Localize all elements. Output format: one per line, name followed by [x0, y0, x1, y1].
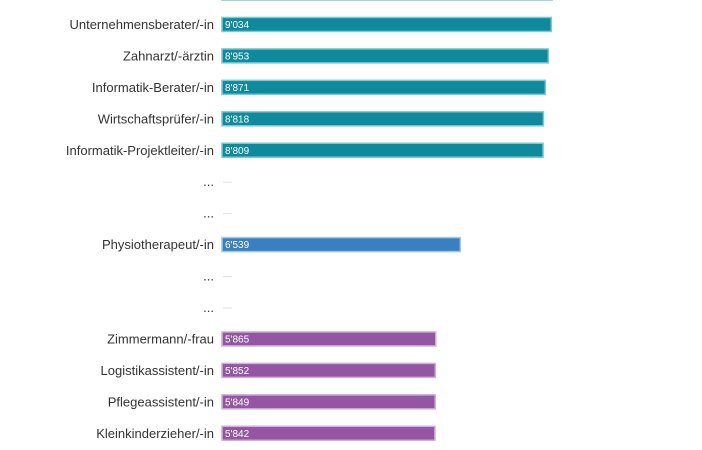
bar: [221, 362, 437, 379]
ellipsis-label: ...: [203, 300, 214, 315]
ellipsis-label: ...: [203, 174, 214, 189]
category-label: Kleinkinderzieher/-in: [96, 426, 214, 441]
category-label: Informatik-Berater/-in: [92, 80, 214, 95]
ellipsis-label: ...: [203, 206, 214, 221]
bar-value-label: 5'849: [225, 397, 250, 408]
category-label: Wirtschaftsprüfer/-in: [98, 111, 214, 126]
category-label: Logistikassistent/-in: [101, 363, 214, 378]
bar: [221, 48, 550, 64]
labels-layer: Unternehmensberater/-in 9'034 Zahnarzt/-är…: [66, 17, 250, 441]
bar: [221, 236, 462, 253]
bar: [221, 142, 544, 158]
category-label: Physiotherapeut/-in: [102, 237, 214, 252]
bar-value-label: 9'034: [225, 20, 250, 31]
bar-value-label: 6'539: [225, 240, 250, 251]
bar-value-label: 5'852: [225, 366, 250, 377]
bar-value-label: 8'871: [225, 83, 250, 94]
bar: [221, 331, 437, 347]
category-label: Unternehmensberater/-in: [69, 17, 214, 32]
category-label: Zimmermann/-frau: [107, 331, 214, 346]
bars-layer: [221, 0, 553, 442]
bar-value-label: 5'865: [225, 335, 250, 346]
category-label: Informatik-Projektleiter/-in: [66, 143, 214, 158]
bar-value-label: 8'809: [225, 146, 250, 157]
bar: [221, 111, 545, 127]
bar: [221, 16, 553, 33]
category-label: Zahnarzt/-ärztin: [123, 48, 214, 63]
bar: [221, 79, 547, 96]
bar: [221, 425, 436, 442]
bar-value-label: 8'953: [225, 52, 250, 63]
bar-value-label: 5'842: [225, 429, 250, 440]
bar-value-label: 8'818: [225, 114, 250, 125]
bar: [221, 394, 436, 410]
ellipsis-label: ...: [203, 269, 214, 284]
category-label: Pflegeassistent/-in: [108, 394, 214, 409]
